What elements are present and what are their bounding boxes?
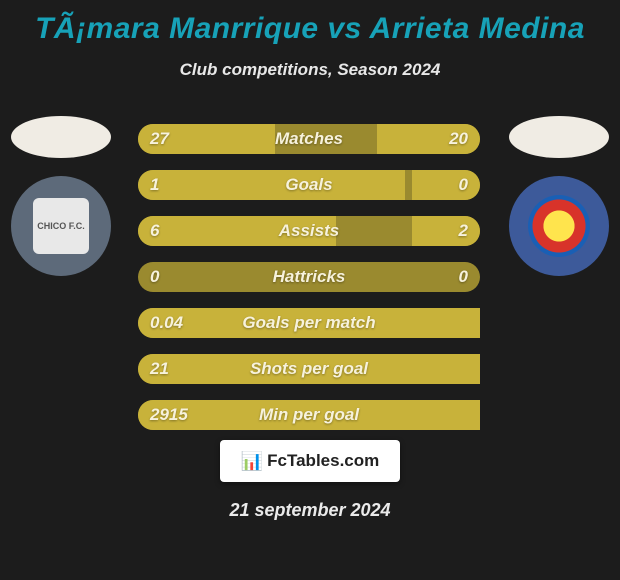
stat-row: 0.04Goals per match xyxy=(138,308,480,338)
stat-label: Matches xyxy=(138,124,480,154)
stat-row: 1Goals0 xyxy=(138,170,480,200)
branding-logo: 📊 FcTables.com xyxy=(220,440,400,482)
stat-row: 6Assists2 xyxy=(138,216,480,246)
player-right-badge xyxy=(528,195,590,257)
stat-label: Shots per goal xyxy=(138,354,480,384)
stat-row: 27Matches20 xyxy=(138,124,480,154)
player-left-badge: CHICO F.C. xyxy=(33,198,89,254)
stats-container: 27Matches201Goals06Assists20Hattricks00.… xyxy=(138,124,480,446)
stat-value-right: 0 xyxy=(459,262,468,292)
stat-label: Assists xyxy=(138,216,480,246)
chart-icon: 📊 xyxy=(241,451,263,472)
stat-row: 21Shots per goal xyxy=(138,354,480,384)
stat-row: 2915Min per goal xyxy=(138,400,480,430)
stat-label: Min per goal xyxy=(138,400,480,430)
player-left-avatar: CHICO F.C. xyxy=(10,116,112,282)
player-left-head xyxy=(11,116,111,158)
stat-value-right: 0 xyxy=(459,170,468,200)
subtitle: Club competitions, Season 2024 xyxy=(0,60,620,80)
player-right-avatar xyxy=(508,116,610,282)
stat-label: Goals xyxy=(138,170,480,200)
stat-label: Hattricks xyxy=(138,262,480,292)
branding-text: FcTables.com xyxy=(267,451,379,471)
page-title: TÃ¡mara Manrrique vs Arrieta Medina xyxy=(0,0,620,46)
stat-label: Goals per match xyxy=(138,308,480,338)
player-left-badge-label: CHICO F.C. xyxy=(37,221,85,231)
stat-row: 0Hattricks0 xyxy=(138,262,480,292)
player-left-shirt: CHICO F.C. xyxy=(11,176,111,276)
player-right-shirt xyxy=(509,176,609,276)
player-right-head xyxy=(509,116,609,158)
stat-value-right: 2 xyxy=(459,216,468,246)
stat-value-right: 20 xyxy=(449,124,468,154)
footer-date: 21 september 2024 xyxy=(0,500,620,521)
